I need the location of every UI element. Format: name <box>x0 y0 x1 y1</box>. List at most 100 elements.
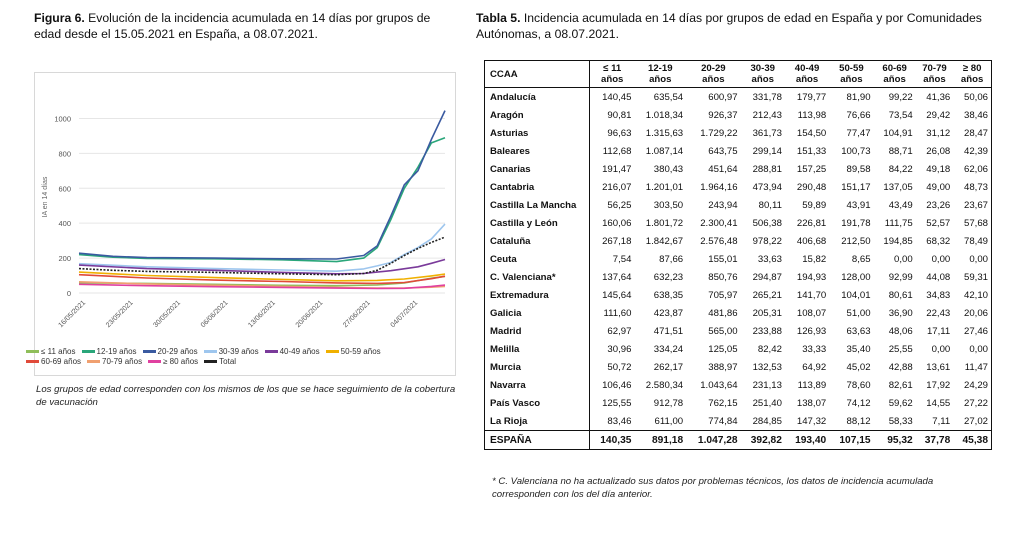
table-cell: 74,12 <box>846 397 871 409</box>
legend-item: 30-39 años <box>203 347 259 356</box>
table-row: País Vasco 125,55 912,78 762,15 251,40 138,07… <box>484 394 992 412</box>
table-cell: 78,49 <box>963 235 988 247</box>
table-cell: 82,42 <box>757 343 782 355</box>
table-cell: 41,36 <box>926 91 951 103</box>
table-cell: 0,00 <box>931 343 951 355</box>
table-cell: 48,06 <box>888 325 913 337</box>
legend-item: 20-29 años <box>142 347 198 356</box>
table-cell: 294,87 <box>752 271 782 283</box>
table-cell: 90,81 <box>607 109 632 121</box>
row-label: Cantabria <box>484 178 590 196</box>
table-row: Castilla La Mancha 56,25 303,50 243,94 80,11… <box>484 196 992 214</box>
table-cell: 33,63 <box>757 253 782 265</box>
table-cell: 36,90 <box>888 307 913 319</box>
table-cell: 423,87 <box>653 307 684 319</box>
table-cell: 17,92 <box>926 379 951 391</box>
figure-title-text: Evolución de la incidencia acumulada en … <box>34 11 431 41</box>
table-cell: 57,68 <box>963 217 988 229</box>
table-cell: 23,67 <box>963 199 988 211</box>
series-line <box>78 136 446 263</box>
table-cell: 24,29 <box>963 379 988 391</box>
x-tick-label: 13/06/2021 <box>247 299 277 329</box>
table-row: Canarias 191,47 380,43 451,64 288,81 157,25 89… <box>484 160 992 178</box>
table-cell: 1.047,28 <box>686 430 741 450</box>
table-cell: 774,84 <box>708 415 738 427</box>
legend-swatch <box>26 350 39 353</box>
table-cell: 406,68 <box>796 235 827 247</box>
x-tick-label: 04/07/2021 <box>390 299 420 329</box>
row-label: Asturias <box>484 124 590 142</box>
table-cell: 80,11 <box>758 199 782 211</box>
table-cell: 140,35 <box>589 430 635 450</box>
table-row: Asturias 96,63 1.315,63 1.729,22 361,73 154,5… <box>484 124 992 142</box>
table-title-text: Incidencia acumulada en 14 días por grup… <box>476 11 982 41</box>
column-header: 50-59 años <box>829 60 874 88</box>
table-cell: 7,11 <box>932 415 951 427</box>
legend-label: 30-39 años <box>218 347 259 356</box>
series-line <box>78 110 446 260</box>
table-cell: 43,49 <box>888 199 913 211</box>
table-cell: 88,12 <box>846 415 871 427</box>
table-cell: 27,22 <box>963 397 988 409</box>
legend-item: 12-19 años <box>81 347 137 356</box>
chart-legend: ≤ 11 años 12-19 años 20-29 años 30-39 años 4… <box>26 346 446 366</box>
series-line <box>78 283 446 290</box>
table-cell: 251,40 <box>752 397 782 409</box>
legend-label: 50-59 años <box>340 347 381 356</box>
figure-label: Figura 6. <box>34 11 85 25</box>
figure-title: Figura 6. Evolución de la incidencia acu… <box>34 10 454 42</box>
table-cell: 92,99 <box>888 271 913 283</box>
table-row: Galicia 111,60 423,87 481,86 205,31 108,07 51,… <box>484 304 992 322</box>
table-cell: 95,32 <box>873 430 916 450</box>
table-cell: 137,64 <box>602 271 632 283</box>
legend-label: 60-69 años <box>41 357 82 366</box>
row-label: Castilla La Mancha <box>484 196 590 214</box>
table-cell: 28,47 <box>963 127 988 139</box>
table-cell: 635,54 <box>653 91 684 103</box>
table-cell: 44,08 <box>926 271 951 283</box>
table-cell: 50,72 <box>607 361 632 373</box>
table-row: Baleares 112,68 1.087,14 643,75 299,14 151,33… <box>484 142 992 160</box>
legend-swatch <box>87 360 101 363</box>
table-cell: 48,73 <box>963 181 988 193</box>
table-cell: 205,31 <box>752 307 782 319</box>
row-label: Castilla y León <box>484 214 590 232</box>
table-cell: 891,18 <box>634 430 687 450</box>
table-cell: 762,15 <box>708 397 738 409</box>
legend-label: 12-19 años <box>96 347 137 356</box>
row-label: Canarias <box>484 160 590 178</box>
table-cell: 155,01 <box>708 253 738 265</box>
legend-label: 70-79 años <box>102 357 143 366</box>
table-cell: 111,75 <box>884 217 913 229</box>
table-cell: 1.729,22 <box>700 127 738 139</box>
table-cell: 96,63 <box>607 127 632 139</box>
table-cell: 62,97 <box>607 325 632 337</box>
table-cell: 1.801,72 <box>645 217 684 229</box>
table-cell: 35,40 <box>846 343 871 355</box>
table-cell: 978,22 <box>752 235 782 247</box>
table-cell: 59,62 <box>888 397 913 409</box>
column-header: 60-69 años <box>873 60 916 88</box>
table-cell: 179,77 <box>796 91 827 103</box>
table-cell: 108,07 <box>796 307 827 319</box>
y-tick-label: 800 <box>58 149 71 158</box>
table-row: Madrid 62,97 471,51 565,00 233,88 126,93 63,63… <box>484 322 992 340</box>
table-row: Castilla y León 160,06 1.801,72 2.300,41 506… <box>484 214 992 232</box>
table-cell: 160,06 <box>602 217 632 229</box>
series-line <box>78 273 446 285</box>
row-label: Melilla <box>484 340 590 358</box>
column-header: 40-49 años <box>784 60 830 88</box>
figure-note: Los grupos de edad corresponden con los … <box>36 384 456 408</box>
table-cell: 38,46 <box>963 109 988 121</box>
table-cell: 2.576,48 <box>700 235 738 247</box>
table-cell: 100,73 <box>841 145 871 157</box>
table-row: Andalucía 140,45 635,54 600,97 331,78 179,77 8… <box>484 87 992 106</box>
table-cell: 643,75 <box>708 145 738 157</box>
table-row-total: ESPAÑA 140,35 891,18 1.047,28 392,82 193,40 10… <box>484 430 992 450</box>
table-cell: 82,61 <box>888 379 913 391</box>
y-tick-label: 1000 <box>54 114 71 123</box>
table-cell: 73,54 <box>888 109 913 121</box>
table-cell: 151,33 <box>796 145 827 157</box>
table-cell: 49,18 <box>926 163 951 175</box>
table-cell: 132,53 <box>752 361 782 373</box>
